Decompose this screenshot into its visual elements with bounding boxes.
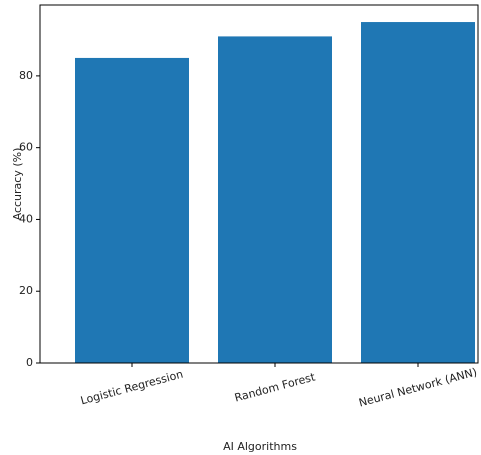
- y-tick-label: 60: [19, 141, 33, 154]
- y-tick-label: 0: [26, 356, 33, 369]
- x-tick-label: Neural Network (ANN): [357, 365, 478, 409]
- x-tick-label: Random Forest: [233, 370, 317, 404]
- bar: [218, 36, 332, 364]
- bar: [361, 22, 475, 364]
- x-axis-label: AI Algorithms: [223, 440, 297, 453]
- x-tick-label: Logistic Regression: [79, 368, 184, 408]
- bar: [75, 57, 189, 363]
- axes-frame: [39, 4, 479, 364]
- y-tick-label: 20: [19, 284, 33, 297]
- y-axis-label: Accuracy (%): [11, 148, 24, 221]
- y-tick-label: 80: [19, 69, 33, 82]
- y-tick-label: 40: [19, 212, 33, 225]
